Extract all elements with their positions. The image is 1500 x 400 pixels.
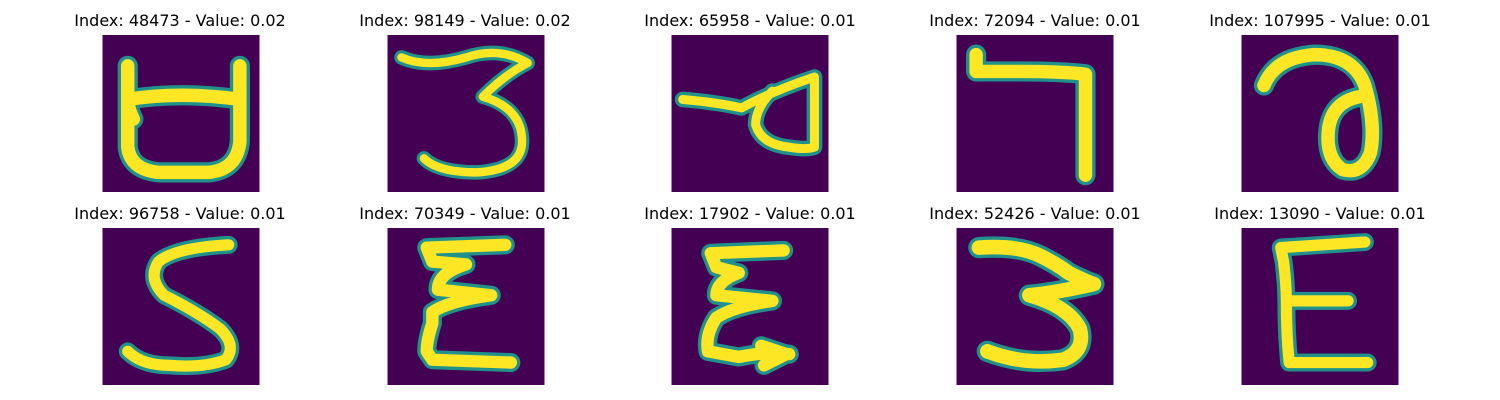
panel-title: Index: 65958 - Value: 0.01 — [600, 12, 900, 30]
digit-image — [387, 35, 545, 192]
digit-image — [956, 35, 1114, 192]
digit-image — [1241, 35, 1399, 192]
panel-title: Index: 52426 - Value: 0.01 — [885, 205, 1185, 223]
panel-title: Index: 13090 - Value: 0.01 — [1170, 205, 1470, 223]
panel-title: Index: 107995 - Value: 0.01 — [1170, 12, 1470, 30]
digit-image-svg — [102, 228, 260, 385]
digit-image — [102, 228, 260, 385]
panel-title: Index: 48473 - Value: 0.02 — [30, 12, 330, 30]
digit-image — [671, 35, 829, 192]
digit-image — [387, 228, 545, 385]
digit-image — [956, 228, 1114, 385]
panel-title: Index: 72094 - Value: 0.01 — [885, 12, 1185, 30]
digit-image-svg — [671, 228, 829, 385]
digit-image-svg — [387, 228, 545, 385]
digit-image — [1241, 228, 1399, 385]
digit-image-svg — [956, 35, 1114, 192]
panel-title: Index: 70349 - Value: 0.01 — [315, 205, 615, 223]
digit-image — [102, 35, 260, 192]
digit-image-svg — [1241, 228, 1399, 385]
panel-title: Index: 98149 - Value: 0.02 — [315, 12, 615, 30]
panel-title: Index: 96758 - Value: 0.01 — [30, 205, 330, 223]
digit-image-svg — [102, 35, 260, 192]
digit-image-svg — [387, 35, 545, 192]
digit-image-svg — [956, 228, 1114, 385]
digit-image-svg — [1241, 35, 1399, 192]
digit-image-svg — [671, 35, 829, 192]
digit-image — [671, 228, 829, 385]
panel-title: Index: 17902 - Value: 0.01 — [600, 205, 900, 223]
